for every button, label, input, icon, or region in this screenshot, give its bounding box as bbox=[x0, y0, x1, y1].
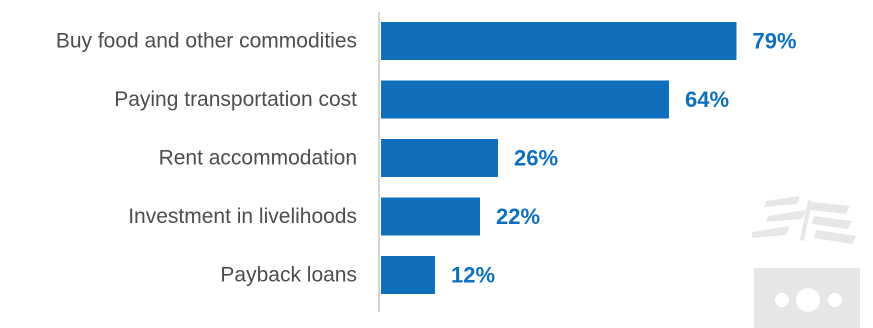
category-label: Paying transportation cost bbox=[114, 88, 357, 111]
money-and-wheat-icon bbox=[752, 196, 860, 328]
value-label: 22% bbox=[496, 204, 540, 229]
value-label: 12% bbox=[451, 263, 495, 288]
bar bbox=[381, 80, 669, 119]
bar bbox=[381, 139, 498, 177]
category-label: Buy food and other commodities bbox=[56, 30, 357, 53]
category-label: Payback loans bbox=[220, 264, 357, 287]
category-label: Rent accommodation bbox=[159, 147, 357, 170]
value-label: 79% bbox=[753, 29, 797, 54]
value-label: 64% bbox=[685, 87, 729, 112]
bar bbox=[381, 22, 737, 60]
category-label: Investment in livelihoods bbox=[128, 205, 357, 228]
bar bbox=[381, 256, 435, 294]
bar bbox=[381, 197, 480, 236]
value-label: 26% bbox=[514, 146, 558, 171]
